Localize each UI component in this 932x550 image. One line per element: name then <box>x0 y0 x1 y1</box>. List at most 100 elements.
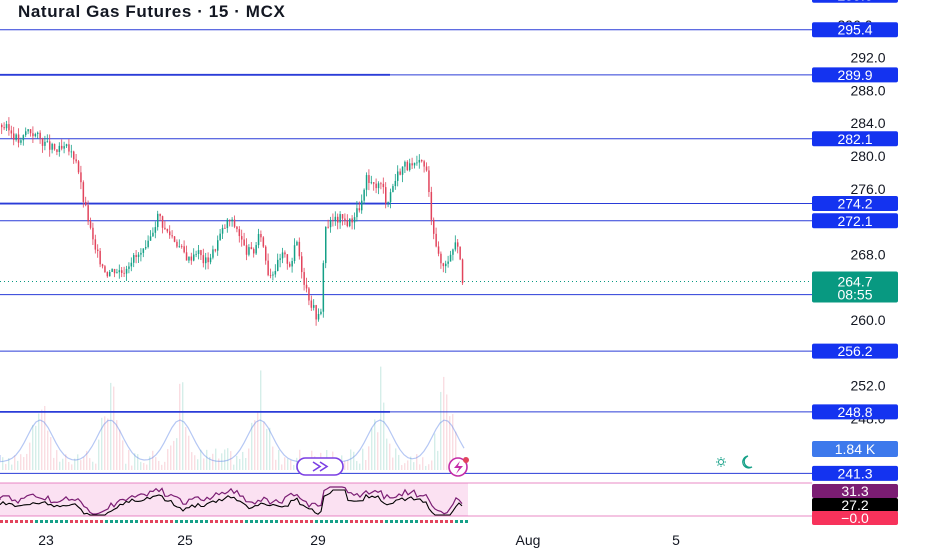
histogram-dot <box>60 520 63 523</box>
candle-body <box>41 138 44 146</box>
candle-body <box>217 240 219 251</box>
volume-bar <box>158 460 160 470</box>
candle-body <box>380 183 382 185</box>
volume-bar <box>251 422 253 470</box>
volume-bar <box>215 448 217 470</box>
candle-body <box>13 133 15 140</box>
volume-bar <box>362 448 364 470</box>
candle-body <box>349 218 351 227</box>
volume-bar <box>263 421 265 470</box>
level-price-label: 241.3 <box>837 465 872 481</box>
histogram-dot <box>35 520 38 523</box>
candle-body <box>449 254 452 262</box>
volume-bar <box>32 424 34 470</box>
candle-body <box>394 180 397 187</box>
candle-body <box>145 246 147 249</box>
volume-bar <box>71 464 73 470</box>
candle-body <box>51 143 53 150</box>
candle-body <box>49 141 51 150</box>
volume-bar <box>407 460 409 470</box>
level-price-label: 272.1 <box>837 213 872 229</box>
candle-body <box>243 239 245 246</box>
volume-bar <box>38 413 40 470</box>
chart-title: Natural Gas Futures · 15 · MCX <box>0 0 294 24</box>
histogram-dot <box>170 520 173 523</box>
histogram-dot <box>220 520 223 523</box>
volume-bar <box>140 461 142 470</box>
volume-bar <box>80 460 82 470</box>
volume-bar <box>89 458 91 470</box>
candle-body <box>89 221 92 228</box>
candle-body <box>375 183 377 189</box>
candle-body <box>53 143 56 150</box>
histogram-dot <box>400 520 403 523</box>
candle-body <box>353 217 356 223</box>
price-scale[interactable]: 292.0 288.0 284.0 280.0 276.0 268.0 260.0 252.0… <box>812 0 898 526</box>
histogram-dot <box>85 520 88 523</box>
candle-body <box>1 124 3 128</box>
candle-body <box>58 145 61 152</box>
candle-body <box>305 284 308 289</box>
candle-body <box>97 249 99 251</box>
candle-body <box>20 140 22 143</box>
histogram-dot <box>245 520 248 523</box>
histogram-dot <box>50 520 53 523</box>
level-price-label-bg <box>812 0 898 3</box>
volume-bar <box>143 462 145 470</box>
candle-body <box>423 161 425 167</box>
candle-body <box>269 275 272 276</box>
sun-icon <box>716 457 726 467</box>
volume-bar <box>278 449 280 470</box>
candle-body <box>397 171 399 181</box>
candle-body <box>65 144 68 147</box>
volume-bar <box>104 416 106 470</box>
price-tick-label: 280.0 <box>850 148 885 164</box>
candle-body <box>161 216 164 228</box>
candle-body <box>135 255 137 258</box>
volume-bar <box>359 463 361 470</box>
volume-bar <box>404 463 406 470</box>
candle-body <box>363 189 365 201</box>
candle-body <box>37 132 39 135</box>
candle-body <box>137 254 140 258</box>
histogram-dot <box>255 520 258 523</box>
histogram-dot <box>300 520 303 523</box>
time-axis[interactable]: 23 25 29 Aug 5 <box>38 532 680 548</box>
histogram-dot <box>130 520 133 523</box>
volume-bar <box>440 391 442 470</box>
histogram-dot <box>225 520 228 523</box>
volume-bar <box>113 386 115 470</box>
volume-bar <box>293 464 295 470</box>
volume-bar <box>389 443 391 470</box>
candle-body <box>440 253 442 264</box>
candle-body <box>411 163 413 166</box>
candle-body <box>339 214 341 223</box>
candle-series <box>1 117 464 326</box>
candle-body <box>389 192 392 203</box>
candle-body <box>212 249 214 258</box>
histogram-dot <box>415 520 418 523</box>
volume-bar <box>368 446 370 470</box>
last-price-label: 264.7 <box>837 273 872 289</box>
candle-body <box>29 129 32 134</box>
candle-body <box>15 134 17 140</box>
volume-bar <box>224 449 226 470</box>
candle-body <box>159 213 161 217</box>
volume-bar <box>350 449 352 470</box>
candle-body <box>200 250 202 256</box>
volume-moving-average-line <box>0 419 465 463</box>
volume-bar <box>2 457 4 470</box>
volume-bar <box>41 409 43 470</box>
volume-bar <box>398 454 400 470</box>
volume-bar <box>380 366 382 470</box>
level-price-label: 295.4 <box>837 22 872 38</box>
histogram-dot <box>365 520 368 523</box>
volume-bar <box>86 450 88 470</box>
candle-body <box>284 252 286 255</box>
histogram-dot <box>115 520 118 523</box>
histogram-dot <box>445 520 448 523</box>
histogram-dot <box>25 520 28 523</box>
volume-bar <box>245 458 247 470</box>
histogram-dot <box>215 520 218 523</box>
